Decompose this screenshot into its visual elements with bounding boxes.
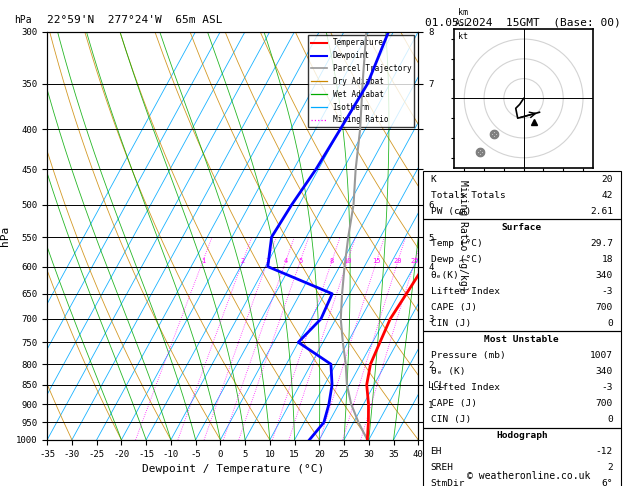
Text: θₑ(K): θₑ(K): [431, 271, 459, 280]
Text: Lifted Index: Lifted Index: [431, 383, 499, 392]
Text: 700: 700: [596, 303, 613, 312]
Text: 01.05.2024  15GMT  (Base: 00): 01.05.2024 15GMT (Base: 00): [425, 17, 620, 27]
Text: Temp (°C): Temp (°C): [431, 239, 482, 248]
Text: 42: 42: [601, 191, 613, 200]
Text: © weatheronline.co.uk: © weatheronline.co.uk: [467, 471, 590, 481]
Legend: Temperature, Dewpoint, Parcel Trajectory, Dry Adiabat, Wet Adiabat, Isotherm, Mi: Temperature, Dewpoint, Parcel Trajectory…: [308, 35, 415, 127]
Text: 15: 15: [372, 258, 381, 264]
Text: 20: 20: [601, 174, 613, 184]
Text: hPa: hPa: [14, 16, 31, 25]
Text: Pressure (mb): Pressure (mb): [431, 351, 505, 360]
Text: 20: 20: [394, 258, 403, 264]
Text: 29.7: 29.7: [590, 239, 613, 248]
Text: CIN (J): CIN (J): [431, 415, 471, 424]
Text: 0: 0: [607, 319, 613, 328]
Text: 10: 10: [343, 258, 352, 264]
Text: 18: 18: [601, 255, 613, 264]
Text: kt: kt: [459, 32, 469, 41]
Text: 6°: 6°: [601, 479, 613, 486]
Text: 700: 700: [596, 399, 613, 408]
Text: EH: EH: [431, 447, 442, 456]
Text: 2: 2: [607, 463, 613, 472]
Text: Surface: Surface: [502, 223, 542, 232]
Text: 25: 25: [411, 258, 419, 264]
Text: SREH: SREH: [431, 463, 454, 472]
Text: -12: -12: [596, 447, 613, 456]
Text: Hodograph: Hodograph: [496, 431, 548, 440]
Y-axis label: Mixing Ratio (g/kg): Mixing Ratio (g/kg): [458, 180, 468, 292]
Text: θₑ (K): θₑ (K): [431, 367, 465, 376]
Text: 1007: 1007: [590, 351, 613, 360]
Text: Dewp (°C): Dewp (°C): [431, 255, 482, 264]
Text: 1: 1: [201, 258, 205, 264]
Text: -3: -3: [601, 383, 613, 392]
Text: Totals Totals: Totals Totals: [431, 191, 505, 200]
Text: 0: 0: [607, 415, 613, 424]
Text: km
ASL: km ASL: [455, 8, 470, 28]
Text: CAPE (J): CAPE (J): [431, 399, 477, 408]
Text: CIN (J): CIN (J): [431, 319, 471, 328]
Text: 5: 5: [298, 258, 303, 264]
Text: 340: 340: [596, 367, 613, 376]
Text: 3: 3: [265, 258, 270, 264]
Text: 8: 8: [330, 258, 334, 264]
Text: 22°59'N  277°24'W  65m ASL: 22°59'N 277°24'W 65m ASL: [47, 16, 223, 25]
Text: Lifted Index: Lifted Index: [431, 287, 499, 296]
Text: -3: -3: [601, 287, 613, 296]
Text: 4: 4: [284, 258, 288, 264]
Text: 340: 340: [596, 271, 613, 280]
Text: StmDir: StmDir: [431, 479, 465, 486]
Text: 2.61: 2.61: [590, 207, 613, 216]
Text: PW (cm): PW (cm): [431, 207, 471, 216]
Text: Most Unstable: Most Unstable: [484, 335, 559, 344]
Text: K: K: [431, 174, 437, 184]
X-axis label: Dewpoint / Temperature (°C): Dewpoint / Temperature (°C): [142, 464, 324, 474]
Text: 2: 2: [241, 258, 245, 264]
Y-axis label: hPa: hPa: [1, 226, 11, 246]
Text: CAPE (J): CAPE (J): [431, 303, 477, 312]
